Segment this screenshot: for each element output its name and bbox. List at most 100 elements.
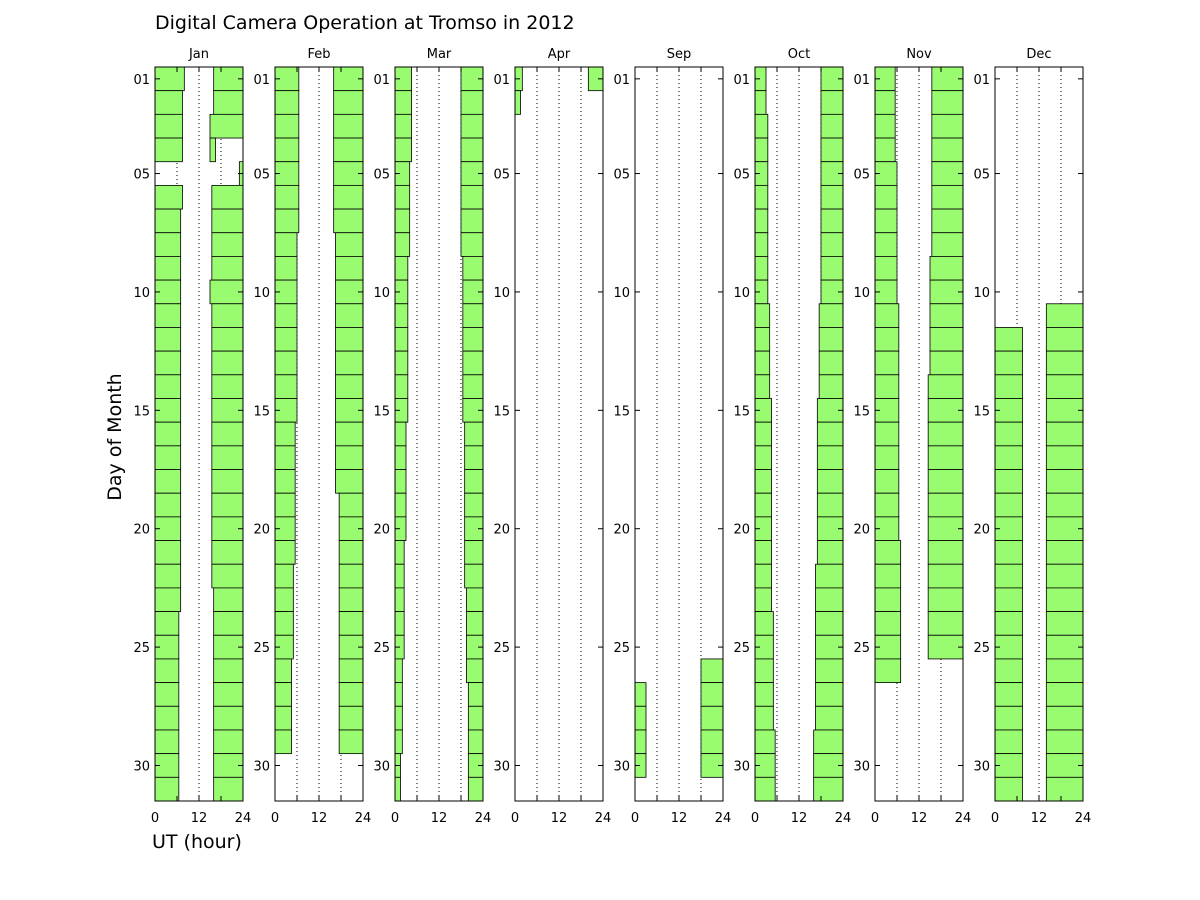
operation-bar	[874, 469, 900, 494]
operation-bar	[211, 208, 244, 234]
operation-bar	[1045, 540, 1084, 565]
operation-bar	[154, 540, 182, 565]
operation-bar	[874, 445, 900, 470]
operation-bar	[874, 113, 896, 139]
operation-bar	[211, 540, 244, 565]
month-label: Jan	[188, 47, 209, 62]
operation-bar	[818, 303, 844, 328]
operation-bar	[754, 327, 771, 352]
operation-bar	[394, 208, 411, 234]
operation-bar	[274, 469, 296, 494]
operation-bar	[335, 445, 364, 470]
operation-bar	[1045, 753, 1084, 778]
operation-bar	[460, 90, 484, 115]
operation-bar	[514, 90, 521, 115]
operation-bar	[154, 469, 182, 494]
y-tick-label: 30	[613, 759, 630, 774]
operation-bar	[754, 374, 771, 399]
operation-bar	[467, 682, 484, 707]
y-tick-label: 30	[373, 759, 390, 774]
y-tick-label: 20	[133, 523, 150, 538]
y-tick-label: 20	[613, 523, 630, 538]
operation-bar	[994, 563, 1023, 589]
y-tick-label: 25	[733, 641, 750, 656]
operation-bar	[462, 350, 484, 376]
y-tick-label: 20	[973, 523, 990, 538]
panel-jan: Jan 0 12 24 01 05 10 15 20 25 30	[133, 47, 251, 826]
operation-bar	[211, 327, 244, 352]
operation-bar	[394, 563, 405, 589]
operation-bar	[154, 327, 182, 352]
x-tick-label: 24	[835, 811, 852, 826]
operation-bar	[994, 374, 1023, 399]
operation-bar	[927, 445, 964, 470]
operation-bar	[754, 705, 774, 731]
operation-bar	[816, 492, 844, 518]
operation-bar	[338, 563, 364, 589]
operation-bar	[333, 90, 364, 115]
operation-bar	[994, 469, 1023, 494]
operation-bar	[274, 208, 300, 234]
operation-bar	[994, 705, 1023, 731]
operation-bar	[754, 611, 774, 636]
x-tick-label: 24	[715, 811, 732, 826]
operation-bar	[931, 90, 964, 115]
operation-bar	[994, 445, 1023, 470]
operation-bar	[394, 90, 412, 115]
operation-bar	[929, 327, 964, 352]
operation-bar	[874, 563, 902, 589]
operation-bar	[1045, 776, 1084, 802]
y-tick-label: 20	[493, 523, 510, 538]
operation-bar	[394, 776, 401, 802]
operation-bar	[338, 611, 364, 636]
operation-bar	[874, 137, 896, 163]
operation-bar	[274, 729, 292, 755]
operation-bar	[274, 421, 296, 447]
operation-bar	[274, 658, 292, 684]
y-tick-label: 15	[613, 404, 630, 419]
operation-bar	[154, 303, 182, 328]
operation-bar	[1045, 516, 1084, 541]
operation-bar	[154, 445, 182, 470]
operation-bar	[1045, 350, 1084, 376]
operation-bar	[213, 776, 244, 802]
operation-bar	[874, 256, 898, 281]
y-tick-label: 05	[253, 168, 270, 183]
x-tick-label: 24	[235, 811, 252, 826]
operation-bar	[460, 137, 484, 163]
operation-bar	[813, 776, 844, 802]
y-tick-label: 01	[373, 73, 390, 88]
operation-bar	[815, 563, 844, 589]
operation-bar	[462, 256, 484, 281]
operation-bar	[818, 374, 844, 399]
y-tick-label: 01	[493, 73, 510, 88]
operation-bar	[754, 256, 769, 281]
operation-bar	[931, 184, 964, 210]
y-tick-label: 25	[853, 641, 870, 656]
operation-bar	[335, 327, 364, 352]
month-label: Dec	[1026, 47, 1051, 62]
month-label: Sep	[667, 47, 692, 62]
operation-bar	[994, 540, 1023, 565]
y-tick-label: 10	[133, 286, 150, 301]
operation-bar	[467, 729, 484, 755]
operation-bar	[211, 232, 244, 257]
operation-bar	[820, 256, 844, 281]
month-label: Nov	[906, 47, 932, 62]
operation-bar	[213, 611, 244, 636]
operation-bar	[462, 327, 484, 352]
operation-bar	[274, 232, 298, 257]
month-label: Feb	[307, 47, 330, 62]
operation-bar	[820, 208, 844, 234]
operation-bar	[815, 611, 844, 636]
operation-bar	[154, 658, 180, 684]
operation-bar	[994, 729, 1023, 755]
operation-bar	[754, 184, 769, 210]
panel-sep: Sep 0 12 24 01 05 10 15 20 25 30	[613, 47, 731, 826]
operation-bar	[1045, 469, 1084, 494]
x-tick-label: 0	[391, 811, 399, 826]
operation-bar	[154, 587, 182, 612]
x-tick-label: 12	[551, 811, 568, 826]
operation-bar	[211, 303, 244, 328]
